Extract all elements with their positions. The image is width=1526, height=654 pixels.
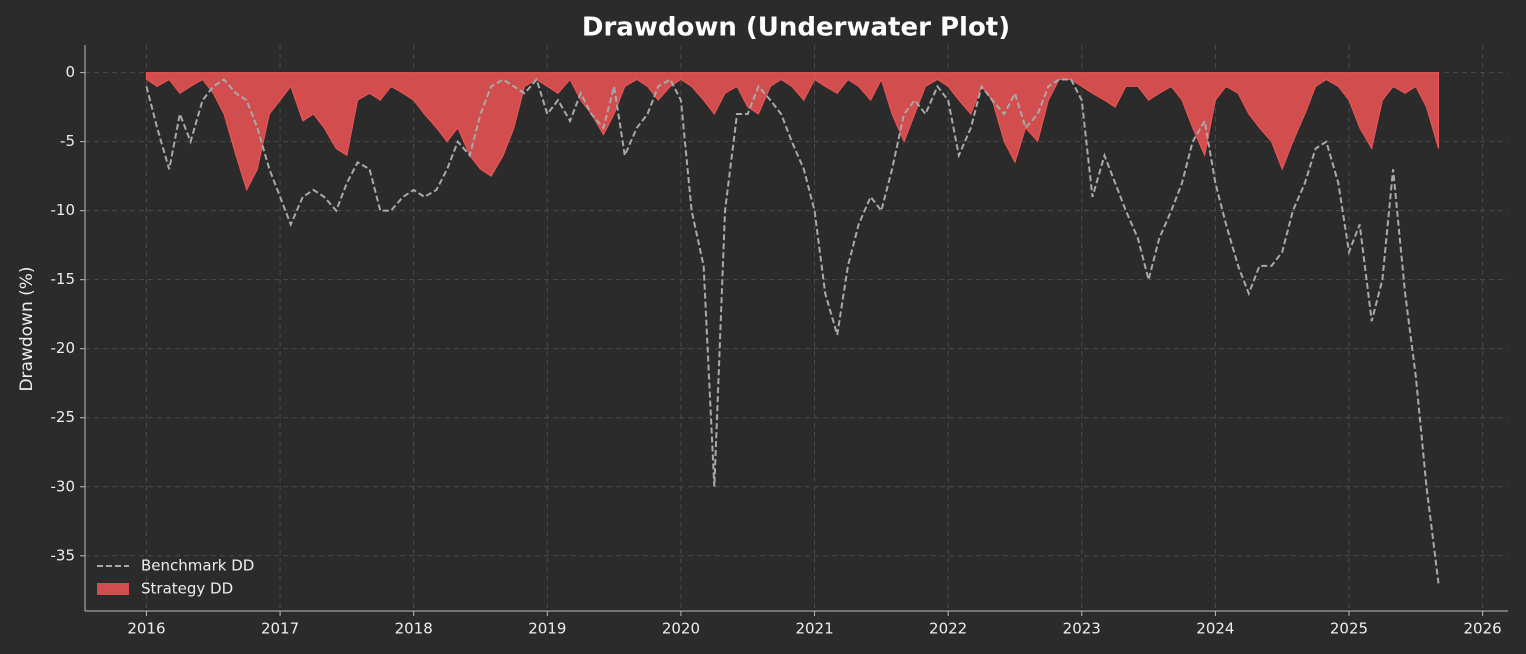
y-tick-label: -25 [51,408,76,426]
chart-title: Drawdown (Underwater Plot) [582,13,1010,43]
y-tick-label: -20 [51,339,76,357]
x-tick-label: 2017 [261,620,299,638]
y-tick-label: -30 [51,477,76,495]
x-tick-label: 2016 [127,620,165,638]
legend-label: Strategy DD [141,580,233,598]
y-axis-label: Drawdown (%) [17,266,37,391]
x-tick-label: 2023 [1063,620,1101,638]
strategy-area [145,72,1440,192]
x-tick-label: 2018 [395,620,433,638]
x-tick-label: 2024 [1196,620,1234,638]
x-tick-label: 2020 [662,620,700,638]
legend-label: Benchmark DD [141,557,254,575]
y-tick-label: -5 [60,132,75,150]
x-tick-label: 2019 [528,620,566,638]
x-tick-label: 2025 [1330,620,1368,638]
y-tick-label: -10 [51,201,76,219]
legend-swatch [97,583,129,595]
x-tick-label: 2026 [1464,620,1502,638]
x-tick-label: 2021 [795,620,833,638]
x-tick-label: 2022 [929,620,967,638]
y-tick-label: 0 [65,63,75,81]
y-tick-label: -35 [51,546,76,564]
y-tick-label: -15 [51,270,76,288]
